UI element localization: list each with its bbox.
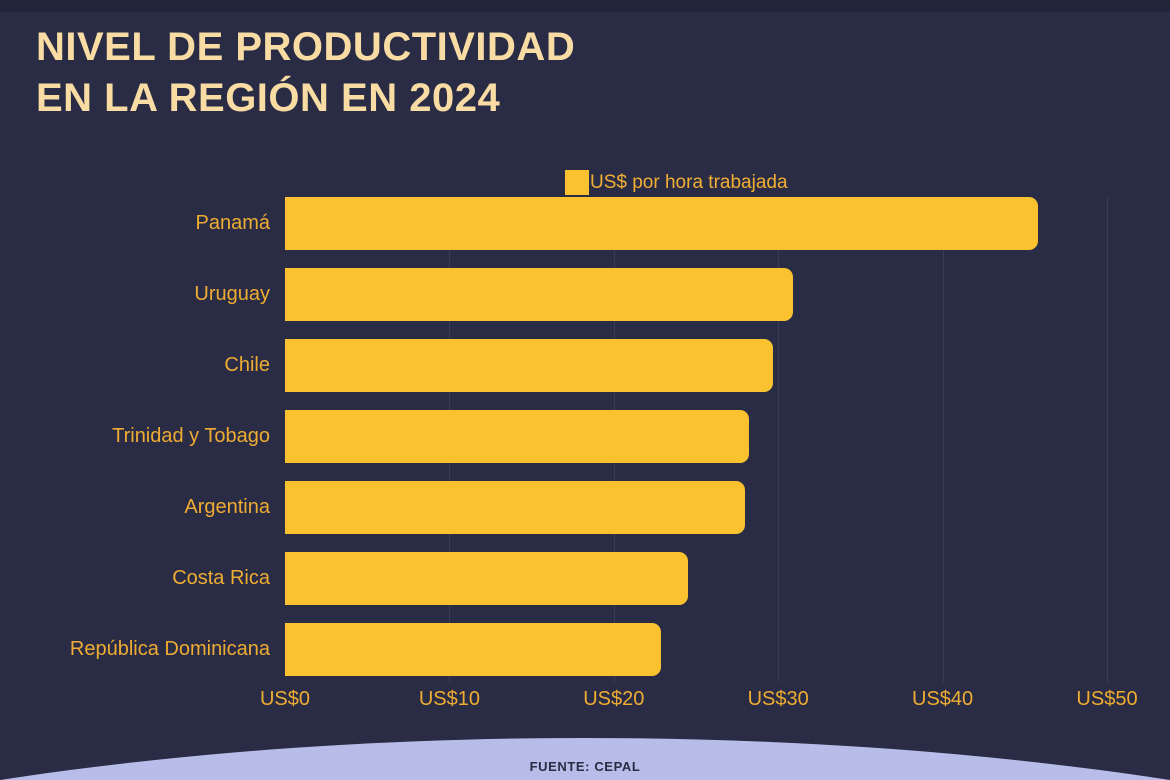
category-label: Chile bbox=[224, 354, 270, 376]
category-label: Trinidad y Tobago bbox=[112, 425, 270, 447]
bar-chart bbox=[285, 197, 1108, 682]
category-label: Argentina bbox=[184, 496, 270, 518]
bar-row bbox=[285, 481, 1107, 534]
bar-row bbox=[285, 623, 1107, 676]
bar-Panamá bbox=[285, 197, 1038, 250]
x-tick-label: US$0 bbox=[259, 688, 311, 710]
legend-label: US$ por hora trabajada bbox=[590, 171, 788, 193]
bar-row bbox=[285, 552, 1107, 605]
bar-Chile bbox=[285, 339, 774, 392]
legend: US$ por hora trabajada bbox=[565, 170, 788, 195]
category-label: Uruguay bbox=[194, 283, 270, 305]
bar-row bbox=[285, 197, 1107, 250]
x-tick-label: US$30 bbox=[747, 688, 809, 710]
title-line-2: EN LA REGIÓN EN 2024 bbox=[36, 76, 501, 120]
gridline bbox=[778, 197, 780, 682]
bar-Trinidad y Tobago bbox=[285, 410, 749, 463]
legend-swatch-icon bbox=[565, 170, 589, 195]
bar-row bbox=[285, 410, 1107, 463]
bar-row bbox=[285, 268, 1107, 321]
source-label: FUENTE: CEPAL bbox=[529, 759, 641, 774]
x-axis: US$0 US$10 US$20 US$30 US$40 US$50 bbox=[260, 688, 1138, 716]
x-tick-label: US$20 bbox=[583, 688, 645, 710]
bar-row bbox=[285, 339, 1107, 392]
gridline bbox=[1107, 197, 1108, 682]
top-strip bbox=[0, 0, 1170, 12]
bar-República Dominicana bbox=[285, 623, 662, 676]
x-tick-label: US$50 bbox=[1076, 688, 1138, 710]
category-axis: Panamá Uruguay Chile Trinidad y Tobago Argen… bbox=[0, 197, 270, 682]
title-line-1: NIVEL DE PRODUCTIVIDAD bbox=[36, 25, 576, 69]
bar-Uruguay bbox=[285, 268, 793, 321]
page-title: NIVEL DE PRODUCTIVIDAD EN LA REGIÓN EN 2… bbox=[36, 22, 575, 124]
bar-Costa Rica bbox=[285, 552, 688, 605]
x-tick-label: US$40 bbox=[912, 688, 974, 710]
x-tick-label: US$10 bbox=[418, 688, 480, 710]
category-label: Panamá bbox=[195, 212, 271, 234]
bar-Argentina bbox=[285, 481, 746, 534]
category-label: Costa Rica bbox=[172, 567, 270, 589]
category-label: República Dominicana bbox=[69, 638, 270, 660]
gridline bbox=[942, 197, 944, 682]
